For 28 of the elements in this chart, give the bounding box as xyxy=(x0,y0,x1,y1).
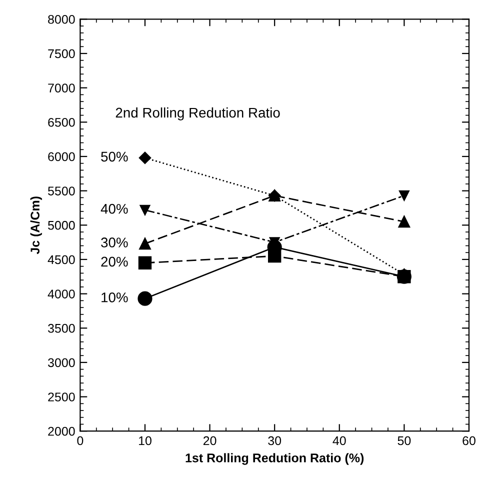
y-tick-label: 5000 xyxy=(48,220,75,230)
y-tick-label: 8000 xyxy=(48,14,75,24)
y-tick-label: 7500 xyxy=(48,49,75,58)
series-label: 50% xyxy=(101,152,128,162)
x-tick-label: 40 xyxy=(332,436,346,446)
series-label: 20% xyxy=(101,256,128,267)
x-tick-label: 20 xyxy=(203,436,216,446)
series-label: 10% xyxy=(102,292,128,302)
y-tick-label: 3000 xyxy=(48,358,75,368)
x-tick-label: 10 xyxy=(138,436,152,446)
y-tick-label: 3500 xyxy=(48,324,75,333)
x-tick-label: 60 xyxy=(462,436,476,446)
x-axis-title: 1st Rolling Redution Ratio (%) xyxy=(186,453,364,465)
y-tick-label: 6500 xyxy=(48,118,75,127)
series-label: 30% xyxy=(101,238,128,248)
y-tick-label: 7000 xyxy=(48,84,75,92)
x-tick-label: 0 xyxy=(77,436,84,446)
y-tick-label: 2500 xyxy=(48,392,75,402)
legend-title: 2nd Rolling Redution Ratio xyxy=(116,107,280,120)
y-tick-label: 5500 xyxy=(48,186,75,196)
x-tick-label: 50 xyxy=(398,436,411,446)
series-label: 40% xyxy=(100,204,128,214)
y-tick-label: 6000 xyxy=(48,152,75,162)
y-tick-label: 4000 xyxy=(48,290,75,298)
y-tick-label: 4500 xyxy=(48,255,75,264)
x-tick-label: 30 xyxy=(268,436,282,446)
y-tick-label: 2000 xyxy=(48,426,75,436)
y-axis-title: Jc (A/Cm) xyxy=(30,196,42,254)
